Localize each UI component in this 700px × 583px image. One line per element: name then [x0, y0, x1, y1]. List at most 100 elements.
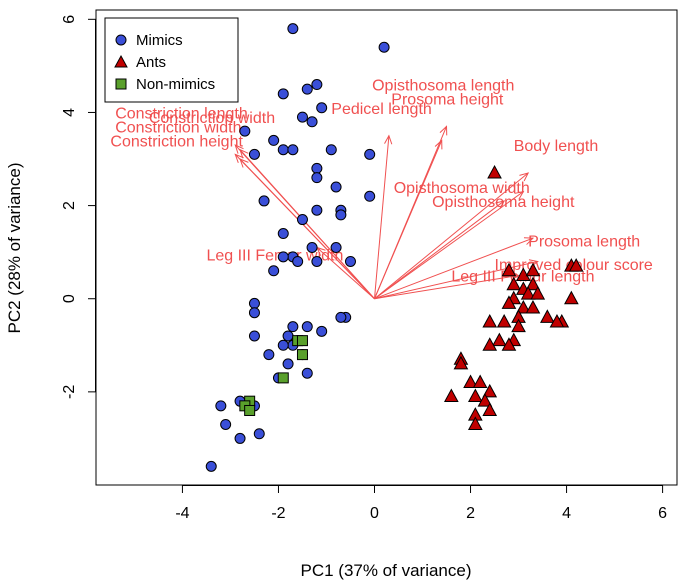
mimic-point [316, 102, 328, 114]
ant-point [482, 313, 498, 328]
mimic-point [296, 214, 308, 226]
x-tick-label: -2 [271, 505, 285, 522]
legend-non-mimics-icon [115, 78, 127, 90]
x-tick-label: -4 [175, 505, 189, 522]
x-axis: -4 -2 0 2 4 6 [175, 485, 667, 522]
ant-point [491, 332, 507, 347]
loading-arrowhead [234, 153, 244, 163]
mimic-point [364, 148, 376, 160]
legend-non-mimics-label: Non-mimics [136, 76, 215, 93]
mimic-point [306, 116, 318, 128]
mimic-point [292, 255, 304, 267]
legend-ants-icon [114, 54, 128, 68]
mimic-point [325, 144, 337, 156]
loading-label: Prosoma height [391, 91, 504, 108]
ant-point [516, 299, 531, 314]
ant-point [506, 276, 522, 291]
mimic-point [253, 428, 265, 440]
mimic-point [277, 88, 289, 100]
loading-label: Constriction width [149, 110, 275, 127]
loading-arrowhead [384, 134, 393, 145]
mimic-point [301, 321, 313, 333]
loading-label: Body length [514, 138, 599, 155]
ant-point [501, 262, 517, 277]
mimic-point [287, 321, 299, 333]
non-mimic-point [296, 349, 308, 361]
ant-point [564, 290, 579, 305]
mimic-point [335, 209, 347, 221]
ant-point [540, 309, 555, 323]
x-tick-label: 6 [658, 505, 667, 522]
mimic-point [311, 255, 323, 267]
mimic-point [335, 311, 347, 323]
loading-arrow [374, 200, 505, 300]
loading-label: Pedicel length [331, 101, 432, 118]
non-mimic-point [277, 372, 289, 384]
ant-point [501, 295, 517, 309]
mimic-point [268, 265, 280, 277]
mimic-point [344, 255, 356, 267]
mimic-point [277, 144, 289, 156]
ant-point [472, 374, 488, 389]
loading-arrow [374, 274, 519, 300]
mimic-point [268, 134, 280, 146]
mimic-point [301, 83, 313, 95]
loading-arrow [374, 191, 524, 300]
loading-arrowhead [495, 200, 506, 210]
mimic-point [205, 460, 217, 472]
ant-point [501, 337, 517, 351]
non-mimic-point [296, 335, 308, 347]
mimic-point [287, 23, 299, 35]
mimic-point [239, 125, 251, 137]
ant-point [530, 286, 546, 300]
x-axis-title: PC1 (37% of variance) [300, 561, 471, 580]
x-tick-label: 2 [466, 505, 475, 522]
y-tick-label: 4 [61, 108, 78, 117]
legend-mimics-label: Mimics [136, 32, 183, 49]
y-tick-label: 6 [61, 15, 78, 24]
non-mimic-point [244, 404, 256, 416]
loading-arrow [239, 158, 375, 300]
mimic-point [311, 162, 323, 174]
loading-arrowhead [439, 125, 448, 136]
ant-point [549, 313, 565, 328]
ant-point [482, 337, 498, 351]
y-axis-title: PC2 (28% of variance) [5, 162, 24, 333]
ant-point [467, 388, 483, 403]
mimic-point [248, 307, 260, 319]
ant-point [443, 388, 459, 403]
loading-arrow [316, 247, 375, 300]
legend-mimics-icon [115, 34, 127, 46]
loading-arrowhead [523, 237, 535, 245]
ant-point [487, 164, 502, 179]
mimic-point [248, 148, 260, 160]
x-tick-label: 0 [370, 505, 379, 522]
ant-point [477, 393, 493, 407]
ant-point [467, 416, 483, 430]
mimic-point [301, 367, 313, 379]
mimic-point [234, 432, 246, 444]
loading-arrow [374, 172, 529, 300]
mimic-point [311, 79, 323, 91]
mimic-point [330, 181, 342, 193]
mimic-point [277, 339, 289, 351]
mimic-point [316, 325, 328, 337]
loading-label: Constriction width [115, 119, 241, 136]
ant-point [525, 299, 541, 314]
mimic-point [378, 41, 390, 53]
ant-point [511, 318, 526, 333]
loading-label: Leg III Femur width [206, 247, 343, 264]
mimic-point [263, 349, 275, 361]
loading-arrow [373, 135, 390, 299]
loading-label: Opisthosoma length [372, 78, 514, 95]
ant-point [525, 262, 541, 277]
loading-arrowhead [234, 144, 244, 154]
loading-arrowhead [514, 190, 525, 200]
loading-arrowhead [434, 139, 443, 150]
mimic-point [215, 400, 227, 412]
loading-label: Prosoma length [528, 234, 640, 251]
mimic-point [330, 242, 342, 253]
ant-point [516, 267, 531, 281]
